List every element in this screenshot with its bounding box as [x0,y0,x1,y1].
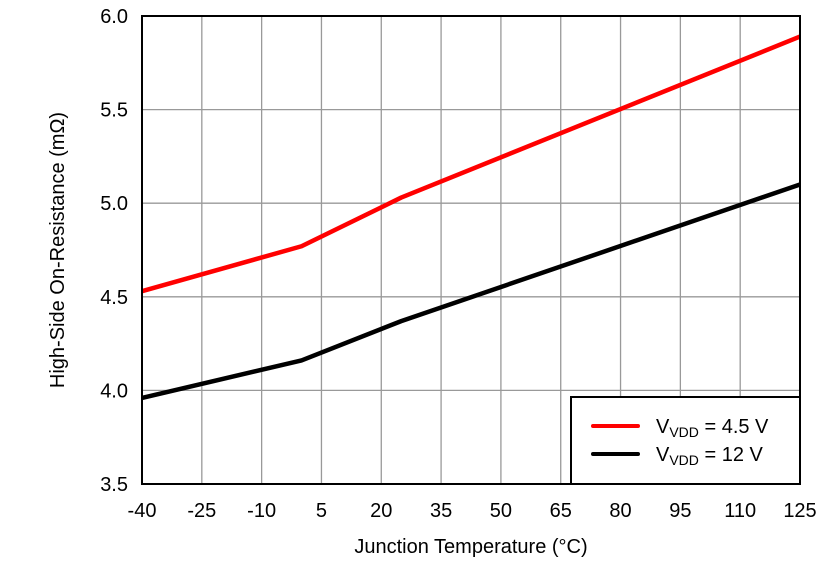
y-tick-labels: 3.5 4.0 4.5 5.0 5.5 6.0 [100,6,128,496]
x-tick-label: -40 [128,500,157,522]
y-tick-label: 4.0 [100,380,128,402]
legend-label-1: VVDD = 12 V [656,444,764,468]
x-tick-label: 50 [490,500,512,522]
y-tick-label: 3.5 [100,474,128,496]
x-axis-label: Junction Temperature (°C) [354,536,587,558]
x-tick-label: 20 [370,500,392,522]
legend-box [570,396,801,485]
x-tick-label: 65 [550,500,572,522]
x-tick-label: 95 [669,500,691,522]
y-tick-label: 4.5 [100,287,128,309]
plot-frame [141,15,801,485]
y-axis-label: High-Side On-Resistance (mΩ) [47,112,69,388]
x-tick-label: -10 [247,500,276,522]
series-line-1 [141,182,801,401]
y-tick-label: 5.0 [100,193,128,215]
legend: VVDD = 4.5 V VVDD = 12 V [570,396,801,485]
legend-label-0: VVDD = 4.5 V [656,416,769,440]
series-lines [141,34,801,401]
x-tick-label: 125 [783,500,816,522]
x-tick-label: 110 [724,500,756,522]
y-tick-label: 6.0 [100,6,128,28]
x-tick-label: 5 [316,500,327,522]
x-tick-label: 35 [430,500,452,522]
x-tick-label: 80 [609,500,631,522]
series-line-0 [141,34,801,294]
y-tick-label: 5.5 [100,100,128,122]
x-tick-labels: -40 -25 -10 5 20 35 50 65 80 95 110 125 [128,500,817,522]
x-tick-label: -25 [187,500,216,522]
